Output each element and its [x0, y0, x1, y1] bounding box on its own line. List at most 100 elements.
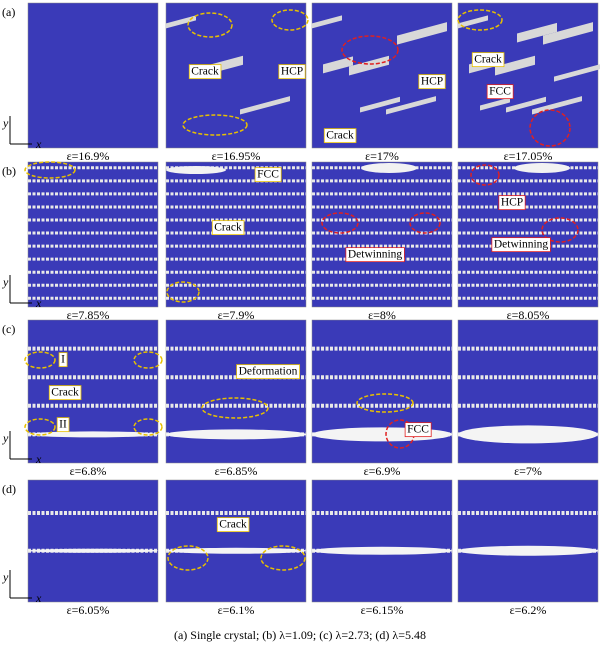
- annotation-box: [236, 364, 301, 380]
- strain-label: ε=17.05%: [504, 149, 553, 163]
- axis-label: x: [35, 296, 42, 310]
- damage: [240, 96, 290, 115]
- axis-label: x: [35, 452, 42, 466]
- annotation: I: [61, 354, 65, 366]
- annotation: HCP: [421, 76, 443, 88]
- annotation: FCC: [257, 169, 279, 181]
- annotation-box: [471, 52, 505, 68]
- row-label: (a): [2, 5, 15, 19]
- crack: [458, 545, 598, 556]
- damage: [349, 55, 389, 76]
- snapshot: [27, 2, 159, 149]
- axis-label: y: [2, 431, 9, 445]
- annotation-box: [404, 422, 432, 438]
- annotation-box: [48, 385, 82, 401]
- annotation-box: [486, 84, 514, 100]
- strain-label: ε=7%: [514, 464, 542, 478]
- snapshot: [457, 479, 599, 603]
- damage: [458, 15, 488, 29]
- highlight-ellipse: [356, 393, 414, 413]
- strain-label: ε=7.9%: [218, 308, 255, 322]
- damage: [386, 96, 436, 115]
- strain-label: ε=6.9%: [364, 464, 401, 478]
- row-label: (b): [2, 164, 16, 178]
- crack: [514, 163, 570, 173]
- annotation-box: [58, 352, 68, 368]
- strain-label: ε=16.9%: [67, 149, 110, 163]
- highlight-ellipse: [201, 397, 269, 419]
- caption: (a) Single crystal; (b) λ=1.09; (c) λ=2.…: [174, 628, 426, 642]
- snapshot: [311, 319, 453, 464]
- damage: [323, 56, 353, 74]
- annotation: Crack: [214, 222, 242, 234]
- highlight-ellipse: [133, 418, 163, 436]
- snapshot: [27, 479, 159, 603]
- annotation: FCC: [489, 86, 511, 98]
- annotation: Crack: [191, 66, 219, 78]
- row-label: (d): [2, 482, 16, 496]
- highlight-ellipse: [187, 12, 233, 38]
- annotation-box: [188, 64, 222, 80]
- strain-label: ε=6.1%: [218, 603, 255, 617]
- strain-label: ε=8%: [368, 308, 396, 322]
- annotation: Crack: [51, 387, 79, 399]
- strain-label: ε=16.95%: [212, 149, 261, 163]
- damage: [517, 22, 557, 43]
- annotation: Crack: [326, 130, 354, 142]
- annotation-box: [323, 128, 357, 144]
- crack: [312, 546, 452, 555]
- highlight-ellipse: [341, 35, 399, 65]
- damage: [495, 55, 535, 76]
- annotation-box: [498, 195, 526, 211]
- highlight-ellipse: [271, 9, 309, 31]
- annotation-box: [418, 74, 446, 90]
- crack: [166, 547, 306, 554]
- highlight-ellipse: [166, 281, 200, 303]
- damage: [532, 96, 582, 115]
- crack: [458, 425, 598, 444]
- highlight-ellipse: [133, 351, 163, 369]
- strain-label: ε=6.2%: [510, 603, 547, 617]
- damage: [397, 22, 447, 45]
- crack: [361, 163, 417, 173]
- strain-label: ε=6.05%: [67, 603, 110, 617]
- highlight-ellipse: [182, 114, 248, 136]
- strain-label: ε=6.8%: [70, 464, 107, 478]
- annotation: Deformation: [239, 366, 298, 378]
- highlight-ellipse: [24, 418, 56, 436]
- axis-label: x: [35, 591, 42, 605]
- annotation: Detwinning: [494, 239, 549, 251]
- crack: [166, 429, 306, 440]
- damage: [506, 96, 546, 113]
- strain-label: ε=7.85%: [67, 308, 110, 322]
- axis-label: y: [2, 570, 9, 584]
- crack: [28, 431, 158, 438]
- annotation: FCC: [407, 424, 429, 436]
- damage: [554, 63, 600, 82]
- annotation: HCP: [501, 197, 523, 209]
- damage: [543, 22, 593, 45]
- damage: [360, 96, 400, 113]
- annotation: II: [59, 419, 67, 431]
- highlight-ellipse: [409, 212, 441, 234]
- annotation-box: [278, 64, 306, 80]
- annotation-box: [56, 417, 70, 433]
- axis-label: y: [2, 116, 9, 130]
- annotation-box: [345, 247, 405, 263]
- snapshot: [311, 479, 453, 603]
- annotation: Crack: [474, 54, 502, 66]
- row-label: (c): [2, 322, 15, 336]
- highlight-ellipse: [167, 545, 209, 571]
- axis-label: y: [2, 275, 9, 289]
- highlight-ellipse: [470, 164, 500, 186]
- annotation-box: [254, 167, 282, 183]
- damage: [166, 15, 196, 29]
- crack: [28, 548, 158, 553]
- axis-label: x: [35, 137, 42, 151]
- damage: [480, 97, 510, 111]
- highlight-ellipse: [321, 212, 359, 234]
- strain-label: ε=6.85%: [215, 464, 258, 478]
- annotation: Crack: [219, 519, 247, 531]
- crack: [166, 166, 226, 174]
